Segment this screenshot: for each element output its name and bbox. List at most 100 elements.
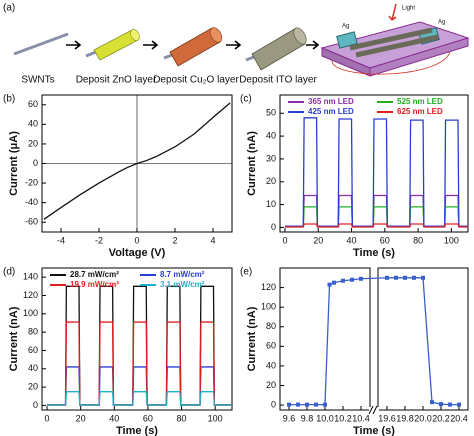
y-tick-label: 100 xyxy=(23,308,38,318)
x-tick-label: -2 xyxy=(95,235,103,245)
legend-label: 28.7 mW/cm² xyxy=(70,270,119,279)
arrow xyxy=(66,40,82,50)
axis-break-mark xyxy=(368,405,378,415)
step-label: Deposit ITO layer xyxy=(239,75,317,86)
data-line xyxy=(284,117,468,227)
panel-label: (a) xyxy=(3,3,15,14)
y-axis-label: Current (μA) xyxy=(8,131,20,196)
axis-break xyxy=(369,407,379,413)
data-marker xyxy=(430,400,434,405)
step-label: SWNTs xyxy=(21,75,54,86)
schematic: (a) Ag Light Ag SWNTs Deposit ZnO layer … xyxy=(3,3,470,86)
x-tick-label: 100 xyxy=(208,413,223,423)
x-tick-label: 0 xyxy=(282,235,287,245)
chart-panel: (d) 0 20 40 60 80 100 120 140 0 20 40 60 80 100 Time (s… xyxy=(3,267,233,436)
data-line xyxy=(47,366,232,406)
x-axis-label: Time (s) xyxy=(353,247,395,259)
data-marker xyxy=(332,280,336,285)
x-tick-label: 10.4 xyxy=(352,413,370,423)
panel-label: (d) xyxy=(3,267,15,278)
y-tick-label: -20 xyxy=(25,177,38,187)
data-marker xyxy=(350,277,354,282)
plot-frame xyxy=(41,267,233,411)
y-tick-label: 40 xyxy=(266,360,276,370)
legend-label: 3.1 mW/cm² xyxy=(160,280,205,289)
x-tick-label: 4 xyxy=(210,235,215,245)
y-tick-label: 30 xyxy=(266,153,276,163)
data-line xyxy=(47,285,232,406)
x-tick-label: 2 xyxy=(172,235,177,245)
x-tick-label: 60 xyxy=(380,235,390,245)
data-line xyxy=(289,277,459,406)
y-tick-label: 140 xyxy=(23,272,38,282)
x-axis-label: Time (s) xyxy=(353,425,395,436)
cu2o-end xyxy=(209,27,223,43)
data-marker xyxy=(341,278,345,283)
x-tick-label: 0 xyxy=(134,235,139,245)
y-tick-label: 60 xyxy=(28,99,38,109)
nanowire xyxy=(355,34,439,58)
y-tick-label: 40 xyxy=(28,363,38,373)
x-tick-label: 80 xyxy=(177,413,187,423)
legend-label: 365 nm LED xyxy=(308,97,354,106)
data-marker xyxy=(359,276,363,281)
data-marker xyxy=(403,275,407,280)
data-marker xyxy=(314,402,318,407)
data-marker xyxy=(448,402,452,407)
electrode xyxy=(336,31,358,49)
x-tick-label: 9.8 xyxy=(301,413,314,423)
y-tick-label: 100 xyxy=(261,302,276,312)
zno-end xyxy=(130,29,140,41)
x-tick-label: 80 xyxy=(413,235,423,245)
x-tick-label: 19.6 xyxy=(378,413,396,423)
arrow xyxy=(143,40,159,50)
data-marker xyxy=(457,402,461,407)
y-tick-label: 50 xyxy=(266,108,276,118)
y-tick-label: 20 xyxy=(266,380,276,390)
y-tick-label: 120 xyxy=(23,290,38,300)
data-line xyxy=(284,194,468,227)
arrow xyxy=(306,40,320,50)
y-tick-label: 20 xyxy=(28,138,38,148)
nanowire xyxy=(349,27,433,51)
y-axis-label: Current (nA) xyxy=(8,306,20,371)
y-tick-label: 20 xyxy=(28,381,38,391)
legend-label: 19.9 mW/cm² xyxy=(70,280,119,289)
x-tick-label: 20.2 xyxy=(432,413,450,423)
y-tick-label: 120 xyxy=(261,282,276,292)
x-tick-label: 10.2 xyxy=(334,413,352,423)
x-tick-label: 60 xyxy=(143,413,153,423)
panel-label: (e) xyxy=(240,267,252,278)
x-tick-label: 40 xyxy=(347,235,357,245)
data-marker xyxy=(421,275,425,280)
x-axis-label: Time (s) xyxy=(116,425,158,436)
device-side xyxy=(369,37,469,77)
y-tick-label: 0 xyxy=(33,400,38,410)
chart-panel: (e) 0 20 40 60 80 100 120 9.6 9.8 10.0 10.2 10.4 19.6… xyxy=(240,267,469,436)
x-tick-label: 19.8 xyxy=(396,413,414,423)
data-marker xyxy=(385,275,389,280)
x-tick-label: 20.0 xyxy=(414,413,432,423)
x-tick-label: 20 xyxy=(76,413,86,423)
x-axis-label: Voltage (V) xyxy=(109,247,166,259)
y-tick-label: 10 xyxy=(266,199,276,209)
ito-end xyxy=(293,27,307,45)
legend-label: 525 nm LED xyxy=(397,97,443,106)
data-marker xyxy=(327,282,332,287)
data-marker xyxy=(323,402,327,407)
swnt xyxy=(13,32,69,56)
swnt-end xyxy=(85,50,97,58)
data-marker xyxy=(287,402,291,407)
panel-label: (c) xyxy=(240,94,252,105)
y-tick-label: 0 xyxy=(271,222,276,232)
data-line xyxy=(47,391,232,406)
arrow xyxy=(226,40,242,50)
x-tick-label: 20 xyxy=(313,235,323,245)
y-tick-label: 40 xyxy=(28,119,38,129)
plot-frame xyxy=(377,267,469,411)
data-marker xyxy=(439,402,443,407)
x-tick-label: -4 xyxy=(57,235,65,245)
x-tick-label: 10.0 xyxy=(316,413,334,423)
x-tick-label: 9.6 xyxy=(283,413,296,423)
